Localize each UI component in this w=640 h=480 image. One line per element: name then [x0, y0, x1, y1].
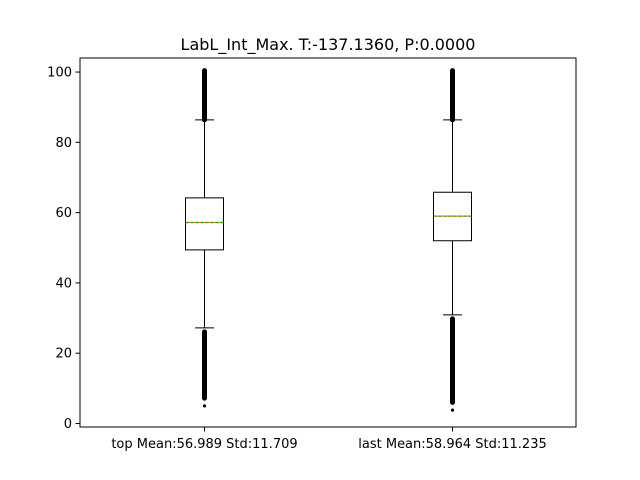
chart-title: LabL_Int_Max. T:-137.1360, P:0.0000 [181, 35, 476, 55]
outlier-point [450, 408, 455, 412]
iqr-box [185, 197, 224, 251]
y-tick-label: 60 [55, 206, 72, 221]
x-tick-label: last Mean:58.964 Std:11.235 [358, 437, 546, 452]
y-tick-label: 80 [55, 136, 72, 151]
y-tick-label: 40 [55, 276, 72, 291]
x-tick-label: top Mean:56.989 Std:11.709 [111, 437, 297, 452]
y-tick-label: 20 [55, 347, 72, 362]
plot-area: 0 20 40 60 80 100 top Mean:56.989 Std:11.709 la… [47, 57, 577, 452]
plot-frame [79, 57, 577, 428]
y-tick-label: 100 [47, 66, 72, 81]
outlier-point [202, 404, 207, 408]
y-tick-label: 0 [64, 417, 72, 432]
